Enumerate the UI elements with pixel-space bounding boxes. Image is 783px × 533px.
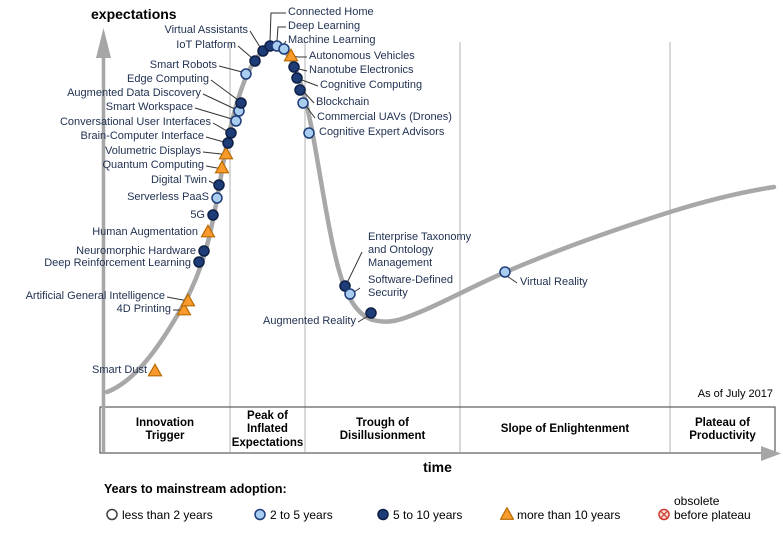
legend-title: Years to mainstream adoption:: [104, 482, 287, 496]
point-label-blockchain: Blockchain: [316, 96, 370, 108]
point-marker-edge-computing: [235, 97, 247, 109]
legend-marker-5to10-icon: [376, 507, 390, 521]
point-label-machine-learning: Machine Learning: [288, 34, 376, 46]
phase-trough-of-disillusionment: Trough of Disillusionment: [339, 416, 426, 443]
phase-band-border: [99, 406, 776, 454]
point-marker-deep-reinforcement-learning: [193, 256, 205, 268]
point-marker-smart-robots: [240, 68, 252, 80]
point-marker-smart-dust: [147, 362, 163, 377]
point-label-virtual-assistants: Virtual Assistants: [164, 24, 248, 36]
point-marker-cognitive-expert-advisors: [303, 127, 315, 139]
phase-innovation-trigger: Innovation Trigger: [135, 416, 195, 443]
point-marker-brain-computer-interface: [222, 137, 234, 149]
point-label-conversational-user-interfaces: Conversational User Interfaces: [59, 116, 211, 128]
point-marker-digital-twin: [213, 179, 225, 191]
point-marker-commercial-uavs-drones: [297, 97, 309, 109]
point-label-5g: 5G: [190, 209, 205, 221]
point-marker-serverless-paas: [211, 192, 223, 204]
point-marker-software-defined-security: [344, 288, 356, 300]
point-marker-neuromorphic-hardware: [198, 245, 210, 257]
point-label-virtual-reality: Virtual Reality: [520, 276, 588, 288]
point-label-enterprise-taxonomy-and-ontology-management: Enterprise Taxonomy and Ontology Managemen…: [368, 231, 472, 269]
point-label-commercial-uavs-drones: Commercial UAVs (Drones): [317, 111, 452, 123]
point-label-autonomous-vehicles: Autonomous Vehicles: [309, 50, 415, 62]
point-label-software-defined-security: Software-Defined Security: [368, 274, 453, 299]
point-marker-smart-workspace: [230, 115, 242, 127]
point-label-artificial-general-intelligence: Artificial General Intelligence: [25, 290, 165, 302]
point-label-deep-reinforcement-learning: Deep Reinforcement Learning: [44, 257, 191, 269]
y-axis-label: expectations: [91, 6, 177, 22]
point-label-nanotube-electronics: Nanotube Electronics: [309, 64, 414, 76]
legend-label: 5 to 10 years: [393, 508, 463, 522]
point-label-digital-twin: Digital Twin: [150, 174, 207, 186]
point-marker-artificial-general-intelligence: [180, 292, 196, 307]
point-marker-autonomous-vehicles: [283, 47, 299, 62]
as-of-date: As of July 2017: [697, 388, 773, 400]
legend-glyph-5to10: [377, 508, 389, 521]
point-marker-5g: [207, 209, 219, 221]
legend-glyph-lt2: [106, 508, 118, 521]
point-label-iot-platform: IoT Platform: [176, 39, 236, 51]
phase-gridlines: [229, 42, 671, 452]
point-marker-quantum-computing: [214, 159, 230, 174]
point-label-smart-dust: Smart Dust: [91, 364, 147, 376]
point-label-augmented-data-discovery: Augmented Data Discovery: [67, 87, 201, 99]
y-axis-arrow: [96, 28, 111, 452]
point-label-deep-learning: Deep Learning: [288, 20, 361, 32]
point-label-quantum-computing: Quantum Computing: [102, 159, 205, 171]
point-label-connected-home: Connected Home: [288, 6, 374, 18]
point-markers: [147, 40, 511, 377]
time-axis-arrowhead: [761, 446, 781, 461]
point-marker-iot-platform: [249, 55, 261, 67]
legend-marker-2to5-icon: [253, 507, 267, 521]
point-label-serverless-paas: Serverless PaaS: [127, 191, 209, 203]
point-label-cognitive-computing: Cognitive Computing: [320, 79, 423, 91]
legend-marker-gt10-icon: [499, 506, 515, 521]
point-marker-4d-printing: [176, 301, 192, 316]
legend-marker-lt2-icon: [105, 507, 119, 521]
point-marker-virtual-reality: [499, 266, 511, 278]
point-label-cognitive-expert-advisors: Cognitive Expert Advisors: [319, 126, 445, 138]
legend-label: less than 2 years: [122, 508, 213, 522]
point-marker-conversational-user-interfaces: [225, 127, 237, 139]
phase-peak-of-inflated-expectations: Peak of Inflated Expectations: [231, 409, 304, 449]
legend-glyph-gt10: [499, 506, 515, 520]
point-marker-cognitive-computing: [291, 72, 303, 84]
legend-label: 2 to 5 years: [270, 508, 333, 522]
point-label-smart-robots: Smart Robots: [149, 59, 217, 71]
point-label-brain-computer-interface: Brain-Computer Interface: [80, 130, 205, 142]
point-marker-volumetric-displays: [218, 145, 234, 160]
phase-plateau-of-productivity: Plateau of Productivity: [689, 416, 756, 443]
x-axis-label: time: [423, 459, 452, 475]
point-marker-enterprise-taxonomy-and-ontology-management: [339, 280, 351, 292]
point-label-edge-computing: Edge Computing: [127, 73, 209, 85]
point-marker-nanotube-electronics: [288, 61, 300, 73]
point-label-human-augmentation: Human Augmentation: [92, 226, 198, 238]
phase-slope-of-enlightenment: Slope of Enlightenment: [500, 423, 630, 436]
point-marker-human-augmentation: [200, 223, 216, 238]
point-marker-blockchain: [294, 84, 306, 96]
point-marker-augmented-reality: [365, 307, 377, 319]
legend-label: more than 10 years: [517, 508, 621, 522]
point-label-augmented-reality: Augmented Reality: [263, 315, 356, 327]
legend-marker-obsolete-icon: [657, 507, 671, 521]
point-label-4d-printing: 4D Printing: [116, 303, 171, 315]
legend-glyph-2to5: [254, 508, 266, 521]
point-marker-machine-learning: [278, 43, 290, 55]
point-label-volumetric-displays: Volumetric Displays: [105, 145, 201, 157]
hype-curve: [104, 42, 777, 395]
legend-label: obsolete before plateau: [674, 494, 751, 522]
point-label-smart-workspace: Smart Workspace: [105, 101, 193, 113]
point-label-neuromorphic-hardware: Neuromorphic Hardware: [76, 245, 196, 257]
